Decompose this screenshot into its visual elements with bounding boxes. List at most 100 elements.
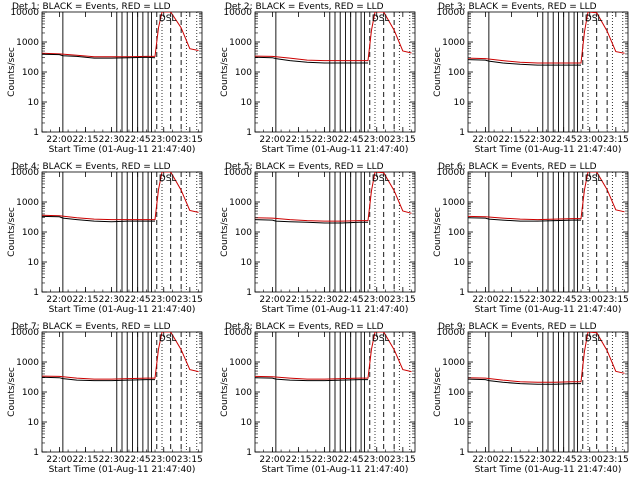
y-tick-label: 1000 [16, 358, 39, 368]
x-axis-label: Start Time (01-Aug-11 21:47:40) [475, 145, 622, 155]
y-tick-label: 100 [448, 68, 465, 78]
y-tick-label: 1 [459, 288, 465, 298]
y-tick-label: 100 [235, 388, 252, 398]
x-tick-label: 22:15 [286, 135, 312, 145]
x-tick-label: 22:15 [499, 455, 525, 465]
panel-title: Det 6: BLACK = Events, RED = LLD [438, 162, 597, 172]
series-events-line [42, 215, 155, 223]
x-tick-label: 22:45 [338, 455, 364, 465]
x-tick-label: 22:45 [125, 455, 151, 465]
marker-label: DSL [585, 174, 603, 184]
series-events-line [468, 217, 581, 222]
x-tick-label: 22:00 [259, 455, 285, 465]
x-axis-label: Start Time (01-Aug-11 21:47:40) [475, 465, 622, 475]
panel-title: Det 9: BLACK = Events, RED = LLD [438, 322, 597, 332]
x-tick-label: 22:30 [99, 455, 125, 465]
detector-panel: Det 8: BLACK = Events, RED = LLD DSL 1 10 10… [213, 320, 426, 480]
x-tick-label: 22:15 [286, 455, 312, 465]
y-tick-label: 100 [22, 228, 39, 238]
y-tick-label: 1000 [229, 198, 252, 208]
x-tick-label: 23:15 [603, 455, 629, 465]
detector-panel: Det 7: BLACK = Events, RED = LLD DSL 1 10 10… [0, 320, 213, 480]
panel-title: Det 2: BLACK = Events, RED = LLD [225, 2, 384, 12]
detector-panel: Det 2: BLACK = Events, RED = LLD DSL 1 10 10… [213, 0, 426, 160]
plot-area [42, 12, 199, 132]
y-tick-label: 100 [448, 388, 465, 398]
y-axis-label: Counts/sec [220, 47, 230, 97]
x-tick-label: 23:15 [177, 455, 203, 465]
marker-label: DSL [585, 14, 603, 24]
x-axis-label: Start Time (01-Aug-11 21:47:40) [475, 305, 622, 315]
y-tick-label: 1000 [229, 358, 252, 368]
x-tick-label: 23:00 [151, 295, 177, 305]
y-tick-label: 10 [28, 418, 40, 428]
y-tick-label: 100 [22, 388, 39, 398]
x-tick-label: 23:00 [151, 455, 177, 465]
series-events-line [255, 56, 368, 64]
x-tick-label: 22:45 [125, 295, 151, 305]
series-events-line [255, 219, 368, 224]
y-tick-label: 100 [235, 68, 252, 78]
panel-title: Det 8: BLACK = Events, RED = LLD [225, 322, 384, 332]
x-tick-label: 22:45 [125, 135, 151, 145]
y-tick-label: 10 [28, 98, 40, 108]
x-tick-label: 23:15 [177, 295, 203, 305]
series-lld-line [42, 172, 199, 221]
x-axis-label: Start Time (01-Aug-11 21:47:40) [262, 145, 409, 155]
y-axis-label: Counts/sec [433, 207, 443, 257]
y-tick-label: 1000 [229, 38, 252, 48]
y-tick-label: 10000 [10, 328, 39, 338]
x-tick-label: 23:00 [364, 295, 390, 305]
series-lld-line [468, 172, 625, 221]
x-tick-label: 23:00 [364, 135, 390, 145]
x-tick-label: 23:00 [151, 135, 177, 145]
x-tick-label: 22:45 [551, 295, 577, 305]
y-tick-label: 1000 [442, 38, 465, 48]
y-tick-label: 1 [33, 288, 39, 298]
plot-area [468, 172, 625, 292]
y-tick-label: 10000 [223, 168, 252, 178]
x-axis-label: Start Time (01-Aug-11 21:47:40) [49, 145, 196, 155]
x-tick-label: 23:15 [390, 135, 416, 145]
x-axis-label: Start Time (01-Aug-11 21:47:40) [49, 305, 196, 315]
series-lld-line [255, 332, 412, 380]
series-lld-line [42, 12, 199, 58]
series-events-line [468, 59, 581, 66]
x-tick-label: 22:30 [525, 295, 551, 305]
x-axis-label: Start Time (01-Aug-11 21:47:40) [49, 465, 196, 475]
series-events-line [42, 53, 156, 59]
y-tick-label: 1 [33, 128, 39, 138]
y-tick-label: 10 [241, 258, 253, 268]
panel-title: Det 3: BLACK = Events, RED = LLD [438, 2, 597, 12]
detector-panel: Det 6: BLACK = Events, RED = LLD DSL 1 10 10… [426, 160, 639, 320]
x-tick-label: 22:00 [259, 295, 285, 305]
x-tick-label: 23:00 [577, 295, 603, 305]
detector-chart-svg: Det 6: BLACK = Events, RED = LLD DSL 1 10 10… [433, 162, 629, 315]
x-tick-label: 23:15 [603, 295, 629, 305]
x-tick-label: 22:15 [73, 455, 99, 465]
x-tick-label: 22:45 [338, 295, 364, 305]
plot-area [468, 12, 625, 132]
marker-label: DSL [159, 334, 177, 344]
x-tick-label: 23:00 [577, 135, 603, 145]
y-tick-label: 1000 [16, 198, 39, 208]
plot-area [42, 172, 199, 292]
x-tick-label: 22:30 [99, 295, 125, 305]
panel-title: Det 1: BLACK = Events, RED = LLD [12, 2, 171, 12]
marker-label: DSL [159, 14, 177, 24]
y-axis-label: Counts/sec [433, 47, 443, 97]
series-events-line [255, 377, 368, 382]
x-tick-label: 22:15 [73, 135, 99, 145]
detector-chart-svg: Det 7: BLACK = Events, RED = LLD DSL 1 10 10… [7, 322, 203, 475]
y-tick-label: 1000 [16, 38, 39, 48]
marker-label: DSL [372, 334, 390, 344]
y-axis-label: Counts/sec [7, 207, 17, 257]
panel-title: Det 5: BLACK = Events, RED = LLD [225, 162, 384, 172]
plot-area [255, 332, 412, 452]
y-tick-label: 1 [459, 448, 465, 458]
x-tick-label: 22:30 [99, 135, 125, 145]
x-tick-label: 22:30 [525, 135, 551, 145]
series-lld-line [255, 12, 412, 62]
y-axis-label: Counts/sec [220, 367, 230, 417]
